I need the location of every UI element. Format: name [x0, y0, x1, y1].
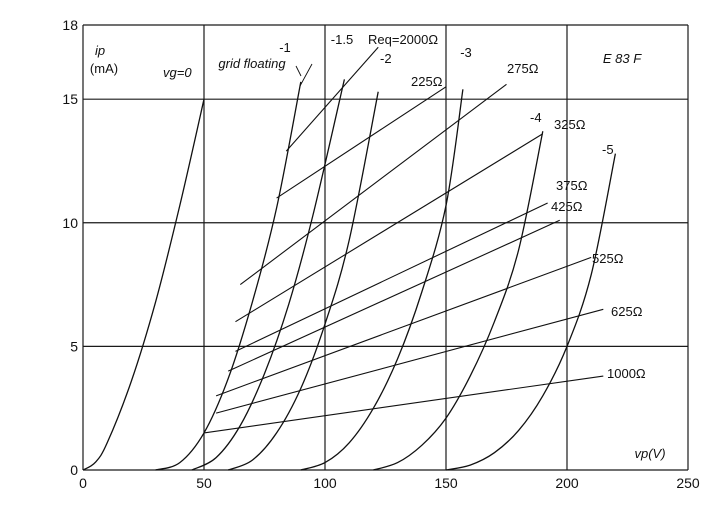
- load-line-label-0: Req=2000Ω: [368, 32, 438, 47]
- curve-label-2: -1.5: [331, 32, 353, 47]
- curve-vg-2: [191, 79, 346, 471]
- plate-curves: [82, 79, 617, 471]
- grid: [82, 24, 689, 471]
- x-tick-label-4: 200: [555, 475, 579, 491]
- curve-label-5: -4: [530, 110, 542, 125]
- load-line-6: [215, 256, 592, 397]
- load-line-label-6: 525Ω: [592, 251, 624, 266]
- curve-label-4: -3: [460, 45, 472, 60]
- load-line-2: [239, 83, 507, 286]
- load-line-label-1: 225Ω: [411, 74, 443, 89]
- axis-ticks: 0 50 100 150 200 250 0 5 10 15 18: [62, 17, 699, 491]
- curve-vg-3: [227, 91, 379, 471]
- load-line-label-3: 325Ω: [554, 117, 586, 132]
- curve-vg-1: [155, 81, 302, 471]
- y-tick-label-4: 18: [62, 17, 78, 33]
- x-tick-label-1: 50: [196, 475, 212, 491]
- load-line-4: [235, 202, 548, 352]
- x-tick-label-2: 100: [313, 475, 337, 491]
- load-line-5: [227, 219, 560, 372]
- load-line-8: [203, 375, 604, 434]
- load-line-label-2: 275Ω: [507, 61, 539, 76]
- curve-vg-6: [445, 153, 617, 471]
- load-line-label-7: 625Ω: [611, 304, 643, 319]
- load-line-7: [215, 308, 604, 414]
- grid-floating-leader-a: [295, 65, 302, 77]
- grid-floating-leader-b: [299, 63, 313, 87]
- y-tick-label-1: 5: [70, 338, 78, 354]
- curve-label-3: -2: [380, 51, 392, 66]
- y-tick-label-0: 0: [70, 462, 78, 478]
- grid-floating-label: grid floating: [218, 56, 286, 71]
- y-tick-label-2: 10: [62, 215, 78, 231]
- curve-labels: vg=0 -1 -1.5 -2 -3 -4 -5 Req=2000Ω 225Ω 275Ω 325Ω 3…: [163, 32, 646, 381]
- curve-label-6: -5: [602, 142, 614, 157]
- x-tick-label-3: 150: [434, 475, 458, 491]
- y-axis-label: ip: [95, 43, 105, 58]
- load-line-label-5: 425Ω: [551, 199, 583, 214]
- load-lines: [203, 46, 604, 434]
- load-line-3: [235, 133, 544, 323]
- load-line-label-8: 1000Ω: [607, 366, 646, 381]
- load-line-0: [285, 46, 379, 152]
- y-axis-unit: (mA): [90, 61, 118, 76]
- y-tick-label-3: 15: [62, 91, 78, 107]
- x-axis-label: vp(V): [634, 446, 665, 461]
- curve-vg-0: [82, 99, 205, 471]
- curve-vg-4: [300, 89, 464, 471]
- x-tick-label-0: 0: [79, 475, 87, 491]
- load-line-label-4: 375Ω: [556, 178, 588, 193]
- curve-label-0: vg=0: [163, 65, 192, 80]
- curve-label-1: -1: [279, 40, 291, 55]
- x-tick-label-5: 250: [676, 475, 700, 491]
- curve-vg-5: [373, 131, 544, 471]
- load-line-1: [276, 86, 447, 199]
- tube-type-label: E 83 F: [603, 51, 642, 66]
